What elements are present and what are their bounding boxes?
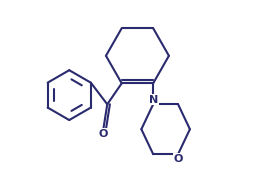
Text: N: N — [148, 95, 158, 105]
Text: O: O — [99, 129, 108, 139]
Text: O: O — [173, 154, 183, 164]
